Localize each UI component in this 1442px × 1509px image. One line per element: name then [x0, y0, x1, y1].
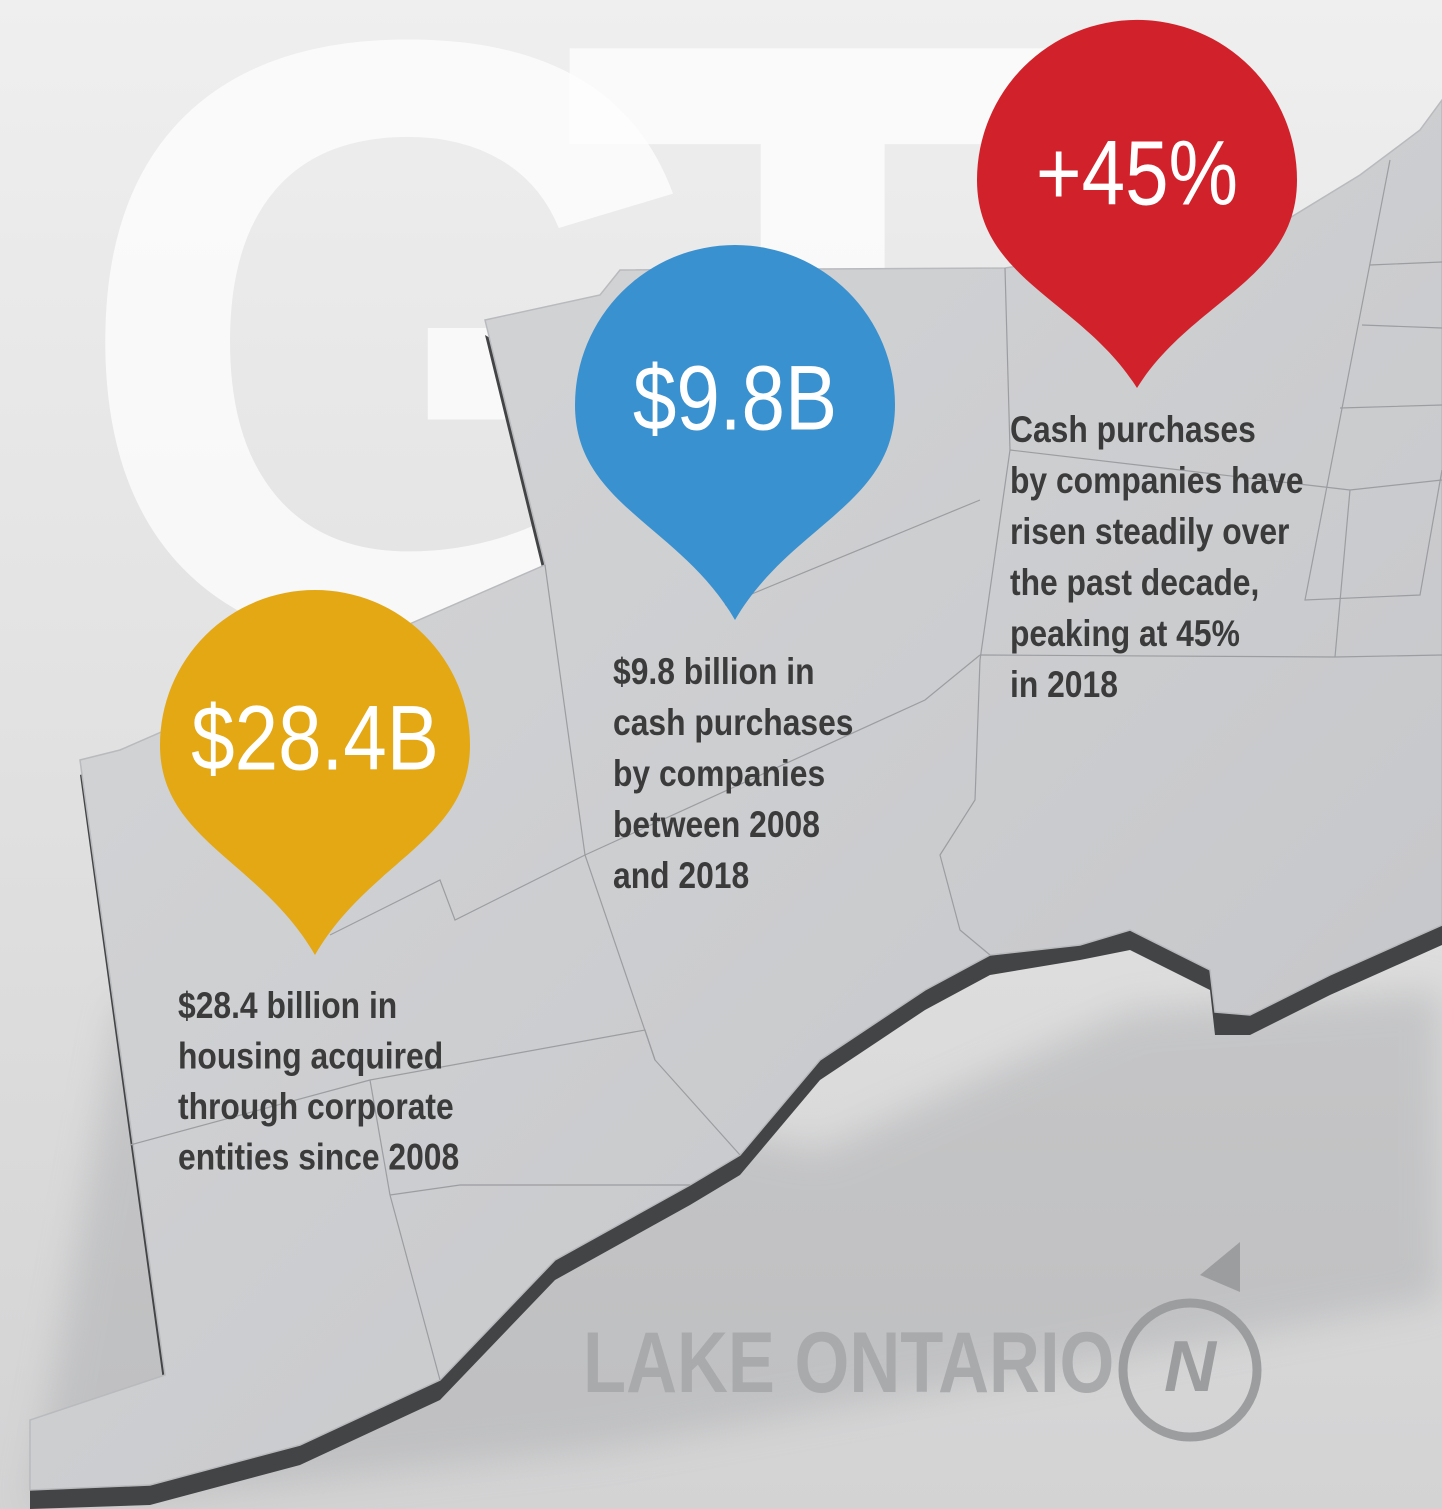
callout-description-line: by companies	[613, 754, 825, 795]
callout-value: $28.4B	[191, 687, 439, 789]
region-border	[544, 564, 741, 1156]
lake-label: LAKE ONTARIO	[583, 1314, 1114, 1410]
callout-description-line: cash purchases	[613, 703, 854, 744]
pin-gold	[160, 590, 470, 955]
region-border	[584, 499, 981, 856]
callout-description-line: $28.4 billion in	[178, 986, 397, 1027]
callout-description-line: Cash purchases	[1010, 410, 1256, 451]
callout-value: +45%	[1036, 122, 1238, 224]
callout-description-line: by companies have	[1010, 461, 1304, 502]
callout-description-line: and 2018	[613, 856, 749, 897]
compass-pointer	[1200, 1242, 1240, 1292]
callout-description-line: risen steadily over	[1010, 512, 1289, 553]
region-border	[1334, 261, 1442, 658]
callout-description-line: $9.8 billion in	[613, 652, 815, 693]
compass-label: N	[1164, 1327, 1218, 1407]
callout-value: $9.8B	[633, 347, 837, 449]
callout-description-line: through corporate	[178, 1087, 454, 1128]
callout-description-line: housing acquired	[178, 1036, 443, 1077]
region-border	[1304, 159, 1442, 601]
region-border	[369, 1079, 690, 1381]
callout-description-line: entities since 2008	[178, 1137, 459, 1178]
callout-description-line: between 2008	[613, 805, 820, 846]
pin-blue	[575, 245, 895, 620]
callout-description-line: in 2018	[1010, 665, 1118, 706]
compass-ring	[1118, 1298, 1262, 1442]
pin-red	[977, 19, 1298, 389]
region-border	[129, 854, 656, 1146]
callout-description-line: the past decade,	[1010, 563, 1259, 604]
callout-description-line: peaking at 45%	[1010, 614, 1240, 655]
